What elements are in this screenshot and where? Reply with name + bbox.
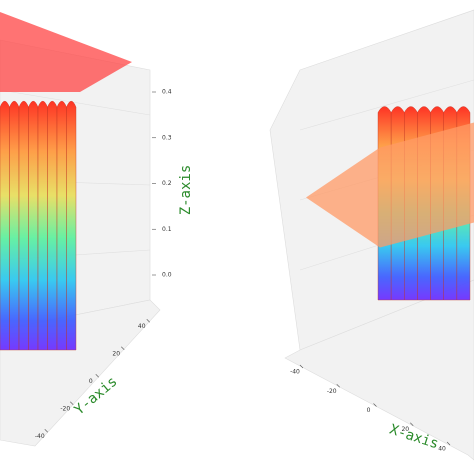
y-tick xyxy=(95,374,99,378)
z-tick-label: 0.4 xyxy=(162,89,172,96)
x-tick xyxy=(299,364,304,369)
x-tick xyxy=(410,422,414,426)
x-tick xyxy=(373,403,377,407)
z-tick-label: 0.3 xyxy=(162,134,172,141)
ridge xyxy=(28,100,39,351)
y-tick-label: 20 xyxy=(112,350,120,357)
pane-line xyxy=(0,89,151,116)
z-tick-label: 0.0 xyxy=(162,272,172,279)
x-tick-label: 40 xyxy=(438,445,446,452)
y-tick xyxy=(146,319,150,323)
z-tick-label: 0.2 xyxy=(162,180,172,187)
x-tick xyxy=(336,384,340,388)
y-tick-label: 0 xyxy=(89,378,93,385)
plane xyxy=(0,12,132,92)
pane-line xyxy=(299,79,474,131)
y-tick xyxy=(70,401,74,405)
x-tick-label: 20 xyxy=(401,426,409,433)
ridge xyxy=(47,100,58,351)
ridge xyxy=(66,100,77,351)
x-tick-label: -20 xyxy=(327,388,337,395)
y-tick-label: 40 xyxy=(138,323,146,330)
z-tick-label: 0.1 xyxy=(162,226,172,233)
ridge xyxy=(37,100,48,351)
x-tick xyxy=(446,441,451,446)
ridge xyxy=(18,100,29,351)
y-tick xyxy=(44,429,48,433)
ridge xyxy=(0,100,10,351)
plane xyxy=(306,122,474,248)
x-tick-label: 0 xyxy=(367,407,371,414)
ridge xyxy=(56,100,67,351)
y-tick-label: -40 xyxy=(35,433,45,440)
floor-pane xyxy=(284,279,474,461)
y-tick xyxy=(121,346,125,350)
y-tick-label: -20 xyxy=(60,405,70,412)
x-tick-label: -40 xyxy=(290,369,300,376)
ridge xyxy=(9,100,20,351)
z-axis-label: Z-axis xyxy=(178,165,194,216)
